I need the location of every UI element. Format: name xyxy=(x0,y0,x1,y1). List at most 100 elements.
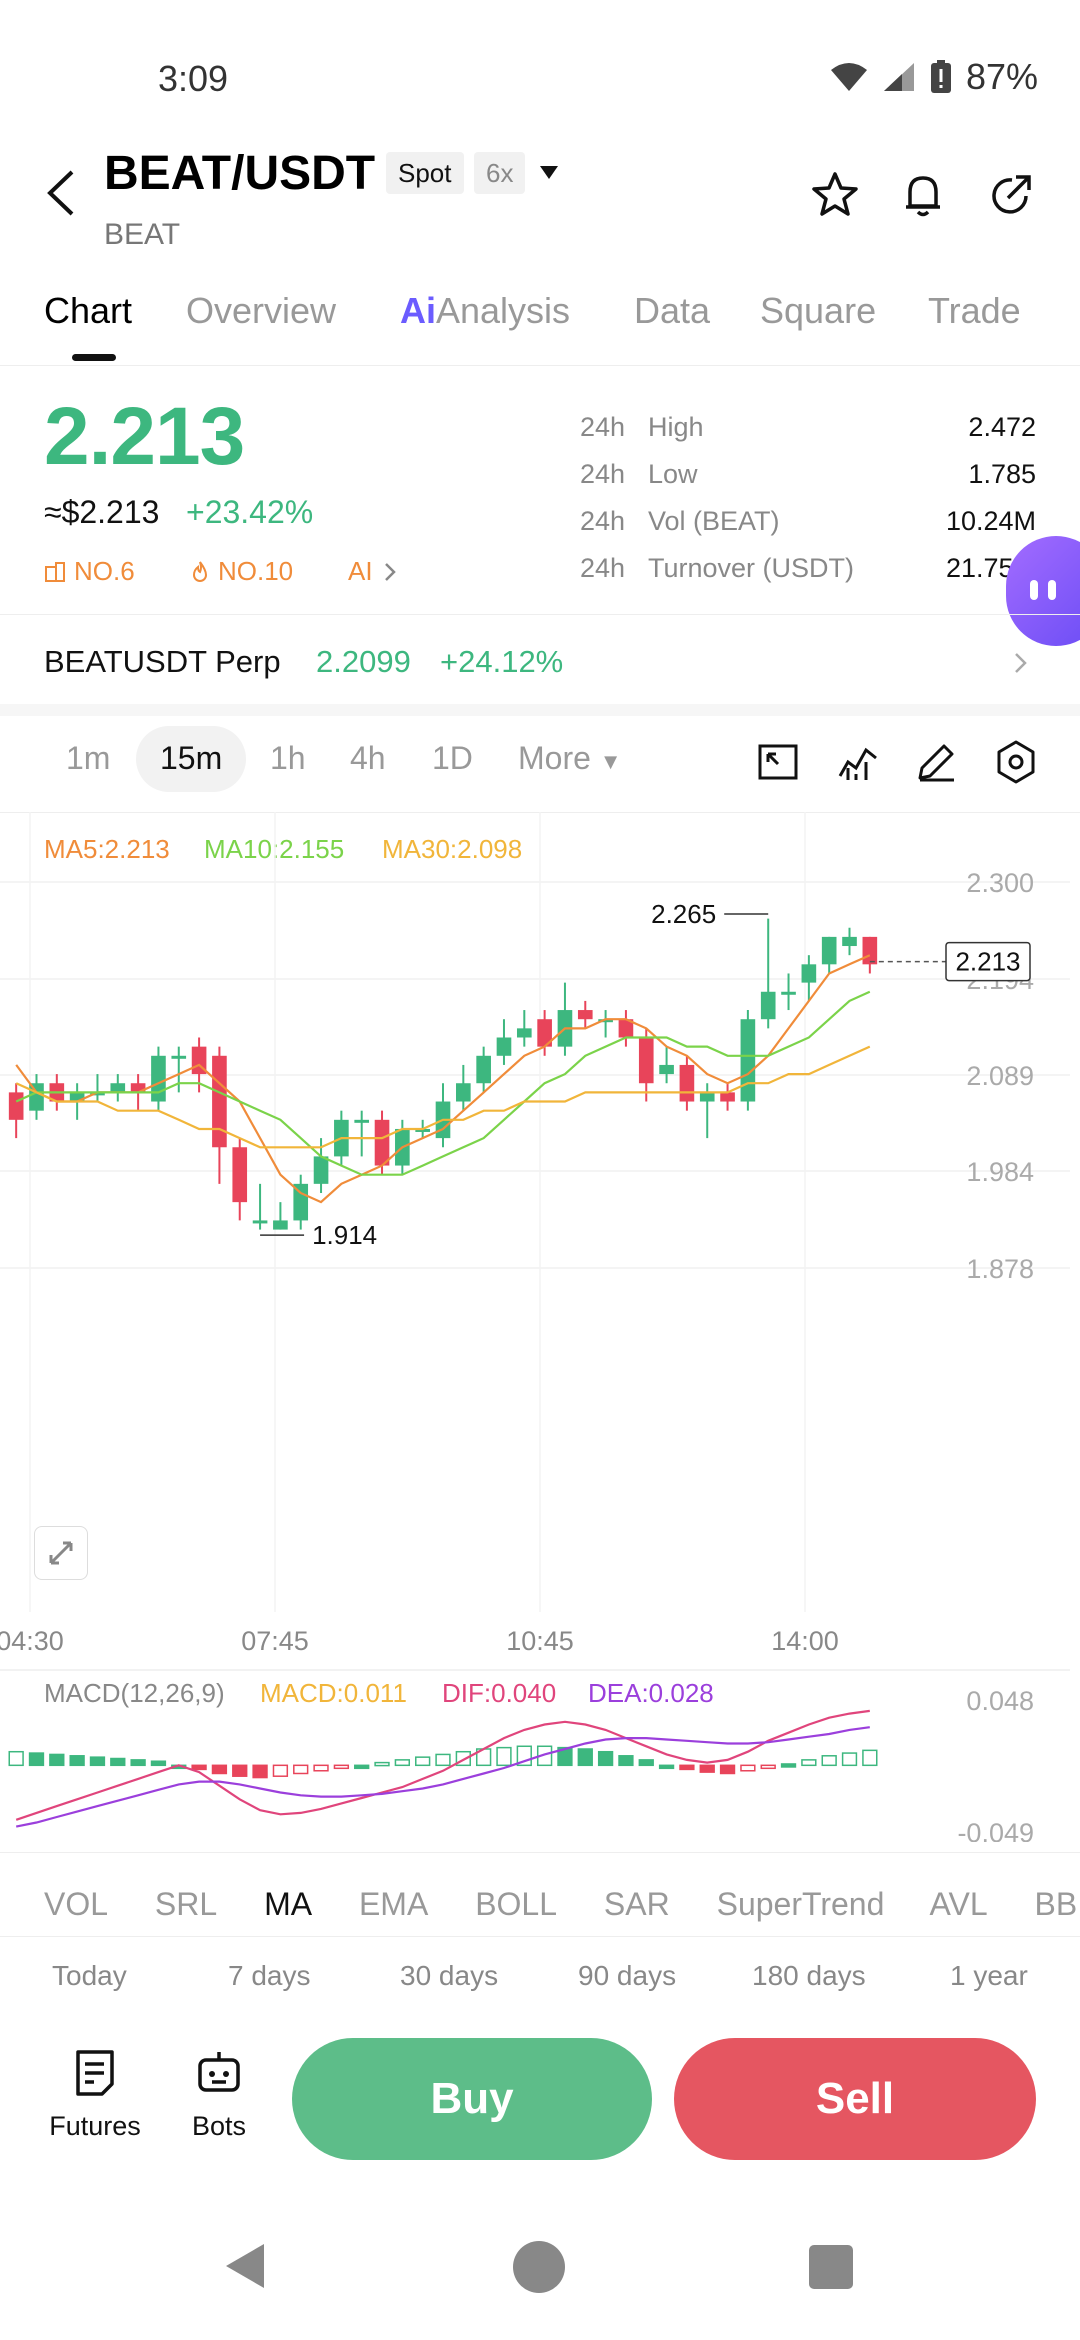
flame-icon xyxy=(192,560,208,582)
indicator-ma[interactable]: MA xyxy=(264,1886,313,1922)
rank-2-text: NO.10 xyxy=(218,556,294,586)
interval-1h[interactable]: 1h xyxy=(270,740,306,776)
candle-up xyxy=(90,1092,105,1096)
nav-back-icon[interactable] xyxy=(220,2240,270,2292)
candle-down xyxy=(130,1083,146,1093)
expand-icon xyxy=(49,1541,73,1565)
tab-overview[interactable]: Overview xyxy=(186,290,337,331)
macd-histogram-bar xyxy=(496,1746,512,1767)
battery-icon xyxy=(930,60,951,93)
macd-histogram-bar xyxy=(760,1764,776,1770)
draw-icon[interactable] xyxy=(912,738,960,786)
share-icon[interactable] xyxy=(986,170,1036,220)
candle-up xyxy=(842,936,857,947)
interval-more[interactable]: More ▼ xyxy=(518,740,622,777)
macd-histogram-bar xyxy=(841,1752,858,1767)
star-icon[interactable] xyxy=(810,170,860,220)
stat-label: Turnover (USDT) xyxy=(648,553,855,583)
candle-up xyxy=(293,1183,309,1221)
range-1-year[interactable]: 1 year xyxy=(950,1960,1028,1991)
tab-bar: Chart Overview AiAnalysis Data Square Tr… xyxy=(0,286,1080,366)
stat-label: Low xyxy=(648,459,698,489)
macd-histogram-bar xyxy=(801,1759,817,1767)
candle-up xyxy=(760,991,776,1020)
range-30-days[interactable]: 30 days xyxy=(400,1960,499,1991)
candle-up xyxy=(740,1019,756,1102)
pair-title[interactable]: BEAT/USDT xyxy=(104,147,376,200)
macd-histogram-bar xyxy=(679,1764,695,1771)
stat-low: 24h Low 1.785 xyxy=(580,451,1036,498)
indicator-icon[interactable] xyxy=(834,738,882,786)
settings-icon[interactable] xyxy=(992,738,1040,786)
interval-4h[interactable]: 4h xyxy=(350,740,386,776)
candle-up xyxy=(496,1037,512,1056)
bell-icon[interactable] xyxy=(898,170,948,220)
indicator-row: VOL SRL MA EMA BOLL SAR SuperTrend AVL B… xyxy=(44,1886,1080,1923)
indicator-ema[interactable]: EMA xyxy=(358,1886,429,1922)
range-7-days[interactable]: 7 days xyxy=(228,1960,311,1991)
candle-up xyxy=(659,1064,674,1075)
tab-analysis[interactable]: AiAnalysis xyxy=(400,290,570,332)
macd-histogram-bar xyxy=(740,1764,756,1772)
candle-down xyxy=(212,1055,227,1148)
macd-histogram-bar xyxy=(719,1764,736,1775)
macd-title: MACD(12,26,9) xyxy=(44,1678,225,1708)
stat-label: High xyxy=(648,412,704,442)
range-today[interactable]: Today xyxy=(52,1960,127,1991)
futures-button[interactable]: Futures xyxy=(40,2048,150,2142)
nav-recents-icon[interactable] xyxy=(808,2244,854,2290)
interval-1d[interactable]: 1D xyxy=(432,740,473,776)
chevron-right-icon[interactable] xyxy=(1012,650,1030,676)
assistant-bot-button[interactable] xyxy=(1006,536,1080,646)
rank-badge-2[interactable]: NO.10 xyxy=(190,556,293,587)
ma30-legend: MA30:2.098 xyxy=(382,834,523,864)
interval-active-pill xyxy=(136,726,246,792)
macd-histogram-bar xyxy=(89,1756,106,1767)
indicator-srl[interactable]: SRL xyxy=(154,1886,218,1922)
indicator-boll[interactable]: BOLL xyxy=(475,1886,558,1922)
tab-trade[interactable]: Trade xyxy=(928,290,1021,331)
perp-change: +24.12% xyxy=(440,644,564,679)
macd-histogram-bar xyxy=(374,1761,390,1767)
bots-button[interactable]: Bots xyxy=(164,2048,274,2142)
indicator-supertrend[interactable]: SuperTrend xyxy=(716,1886,885,1922)
back-icon[interactable] xyxy=(40,168,84,218)
indicator-vol[interactable]: VOL xyxy=(44,1886,109,1922)
candle-down xyxy=(577,1010,593,1020)
nav-home-icon[interactable] xyxy=(512,2240,566,2294)
candle-up xyxy=(456,1083,471,1102)
tab-data[interactable]: Data xyxy=(634,290,711,331)
candle-down xyxy=(862,936,878,965)
candle-up xyxy=(273,1220,288,1230)
buy-button[interactable]: Buy xyxy=(292,2038,652,2160)
range-180-days[interactable]: 180 days xyxy=(752,1960,866,1991)
stat-volume: 24h Vol (BEAT) 10.24M xyxy=(580,498,1036,545)
interval-15m[interactable]: 15m xyxy=(160,740,223,776)
macd-histogram-bar xyxy=(232,1764,248,1777)
base-asset: BEAT xyxy=(104,218,181,251)
range-90-days[interactable]: 90 days xyxy=(578,1960,677,1991)
ai-link[interactable]: AI xyxy=(348,556,399,587)
perp-name[interactable]: BEATUSDT Perp xyxy=(44,644,281,679)
interval-1m[interactable]: 1m xyxy=(66,740,111,776)
indicator-avl[interactable]: AVL xyxy=(929,1886,988,1922)
expand-button[interactable] xyxy=(34,1526,88,1580)
macd-histogram-bar xyxy=(8,1750,24,1767)
rank-badge-1[interactable]: NO.6 xyxy=(44,556,135,587)
ai-badge: Ai xyxy=(400,290,436,331)
fullscreen-icon[interactable] xyxy=(754,738,802,786)
sell-button[interactable]: Sell xyxy=(674,2038,1036,2160)
pair-dropdown-icon[interactable] xyxy=(540,166,558,179)
indicator-sar[interactable]: SAR xyxy=(603,1886,670,1922)
caret-down-icon: ▼ xyxy=(599,749,622,774)
price-change: +23.42% xyxy=(186,494,314,530)
tab-chart[interactable]: Chart xyxy=(44,290,133,331)
tab-square[interactable]: Square xyxy=(760,290,877,331)
last-price: 2.213 xyxy=(44,391,245,482)
high-marker-label: 2.265 xyxy=(651,899,716,929)
candle-down xyxy=(679,1064,695,1102)
indicator-bbi[interactable]: BBI xyxy=(1034,1886,1080,1922)
interval-more-label: More xyxy=(518,740,591,776)
ma5-legend: MA5:2.213 xyxy=(44,834,170,864)
